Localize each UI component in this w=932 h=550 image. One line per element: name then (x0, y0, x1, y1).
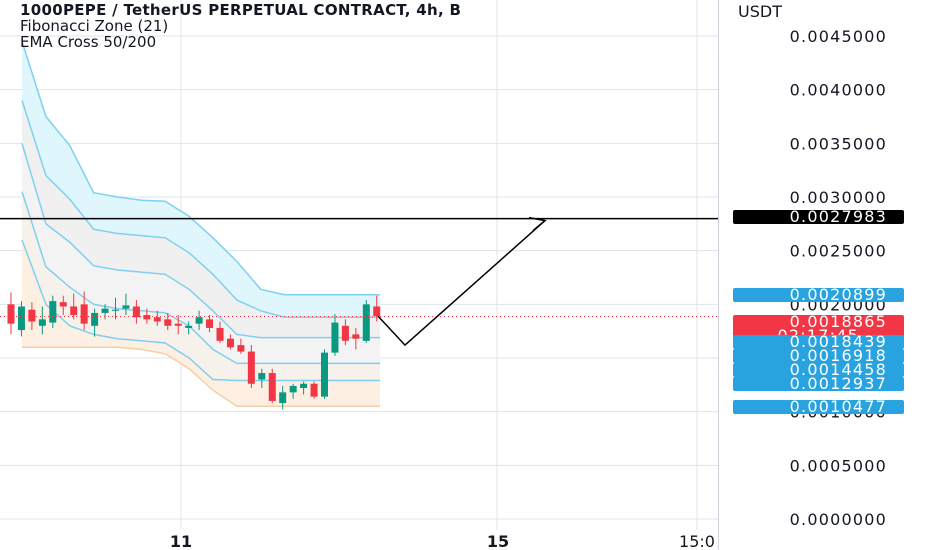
candle-body (59, 302, 67, 307)
candle-body (28, 309, 36, 322)
price-label-value: 0.0012937 (790, 374, 887, 393)
price-label-value: 0.0027983 (790, 207, 887, 226)
candle-body (216, 327, 224, 341)
candle-body (143, 315, 151, 320)
candle-body (122, 305, 130, 309)
projection-arrowhead (528, 216, 547, 232)
candle-body (310, 383, 318, 397)
fib-band-bottom (22, 239, 380, 407)
indicator-fibonacci-zone[interactable]: Fibonacci Zone (21) (20, 17, 169, 35)
price-label-value: 0.0018865 (790, 312, 887, 331)
candle-body (362, 304, 370, 341)
candle-body (91, 312, 99, 326)
candle-body (112, 309, 119, 311)
candle-body (289, 385, 297, 393)
candle-body (174, 323, 182, 326)
price-label-value: 0.0010477 (790, 397, 887, 416)
time-tick-label: 15:0 (679, 532, 715, 550)
candle-body (352, 334, 360, 339)
fib-line-l4 (21, 239, 380, 382)
fib-line-l3 (21, 191, 380, 365)
candle-body (132, 306, 140, 318)
candle-body (17, 306, 25, 331)
fib-line-bottom (22, 346, 380, 408)
indicator-ema-cross[interactable]: EMA Cross 50/200 (20, 33, 157, 51)
fib-line-l1 (21, 100, 380, 318)
chart-overlay (0, 216, 718, 347)
candle-body (38, 319, 46, 326)
price-labels: 0.00279830.00208990.001886502:17:450.001… (733, 207, 904, 416)
candle-body (164, 319, 172, 326)
price-label-box (733, 400, 904, 414)
fib-band-lower-mid (22, 191, 380, 381)
candle-body (226, 338, 234, 348)
price-label-value: 0.0014458 (790, 360, 887, 379)
candle-body (206, 319, 214, 328)
price-label-value: 0.0020899 (790, 285, 887, 304)
price-label-value: 0.0016918 (790, 346, 887, 365)
projection-path (377, 220, 546, 347)
candle-body (80, 304, 88, 324)
price-label-box (733, 349, 904, 363)
time-axis[interactable]: 11 15 15:0 (170, 532, 715, 550)
candle-body (195, 317, 203, 324)
fib-line-top (21, 41, 380, 296)
price-tick-label: 0.0025000 (790, 242, 887, 261)
fib-band-top (22, 41, 380, 318)
price-label-box (733, 210, 904, 224)
candle-body (185, 325, 193, 328)
price-tick-label: 0.0030000 (790, 188, 887, 207)
candle-body (279, 392, 287, 404)
price-tick-label: 0.0045000 (790, 27, 887, 46)
fib-line-l2 (21, 143, 380, 339)
candle-body (373, 306, 381, 317)
price-label-box (733, 288, 904, 302)
time-tick-label: 11 (170, 532, 192, 550)
price-label-box (733, 335, 904, 349)
price-tick-label: 0.0005000 (790, 456, 887, 475)
candle-body (300, 383, 308, 389)
candlestick-series (7, 291, 381, 410)
price-tick-label: 0.0035000 (790, 134, 887, 153)
price-label-box (733, 363, 904, 377)
time-tick-label: 15 (487, 532, 509, 550)
price-label-value: 0.0018439 (790, 332, 887, 351)
candle-body (237, 345, 245, 352)
candle-body (331, 322, 339, 353)
price-axis[interactable]: USDT0.00000000.00050000.00100000.0015000… (738, 2, 887, 529)
price-label-box (733, 377, 904, 391)
candle-body (101, 308, 109, 313)
symbol-title[interactable]: 1000PEPE / TetherUS PERPETUAL CONTRACT, … (20, 1, 462, 19)
fib-band-upper-mid (22, 100, 380, 338)
chart-legend: 1000PEPE / TetherUS PERPETUAL CONTRACT, … (20, 2, 461, 50)
candle-body (7, 304, 15, 324)
fibonacci-zone (21, 41, 380, 408)
candle-body (70, 306, 78, 316)
price-tick-label: 0.0040000 (790, 81, 887, 100)
axis-unit-label: USDT (738, 2, 782, 21)
candle-body (268, 373, 276, 401)
candle-body (247, 351, 255, 384)
candle-body (153, 317, 161, 322)
candle-body (341, 325, 349, 341)
price-tick-label: 0.0000000 (790, 510, 887, 529)
candle-body (321, 352, 328, 397)
candle-body (49, 301, 57, 323)
candle-body (258, 373, 266, 380)
